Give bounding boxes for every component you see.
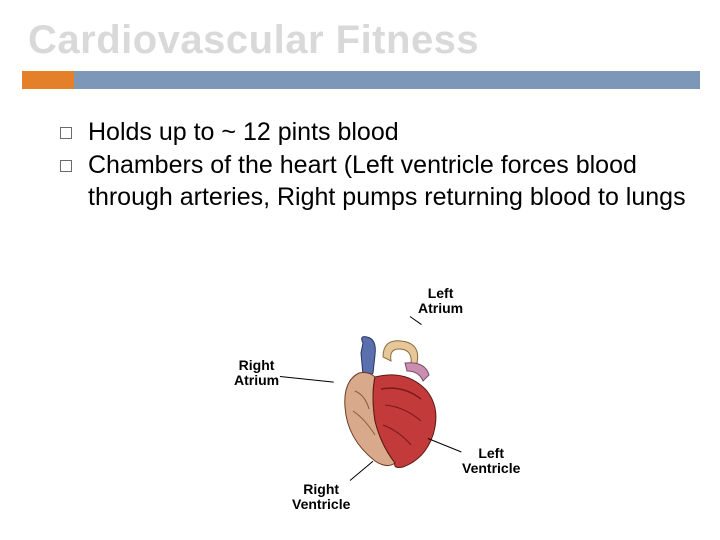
rule-bar: [72, 71, 700, 89]
leader-line: [410, 316, 422, 325]
square-bullet-icon: [60, 160, 72, 172]
heart-diagram: LeftAtrium RightAtrium LeftVentricle Rig…: [210, 280, 530, 515]
rule-accent: [22, 71, 74, 89]
label-left-ventricle: LeftVentricle: [462, 446, 520, 475]
label-right-ventricle: RightVentricle: [292, 482, 350, 511]
label-right-atrium: RightAtrium: [234, 358, 279, 387]
content-area: Holds up to ~ 12 pints blood Chambers of…: [0, 89, 720, 213]
label-left-atrium: LeftAtrium: [418, 286, 463, 315]
slide-title: Cardiovascular Fitness: [0, 0, 720, 71]
heart-illustration: [325, 335, 455, 475]
bullet-text: Chambers of the heart (Left ventricle fo…: [88, 150, 690, 213]
square-bullet-icon: [60, 127, 72, 139]
bullet-text: Holds up to ~ 12 pints blood: [88, 117, 399, 148]
title-rule: [0, 71, 720, 89]
bullet-item: Holds up to ~ 12 pints blood: [60, 117, 690, 148]
bullet-item: Chambers of the heart (Left ventricle fo…: [60, 150, 690, 213]
